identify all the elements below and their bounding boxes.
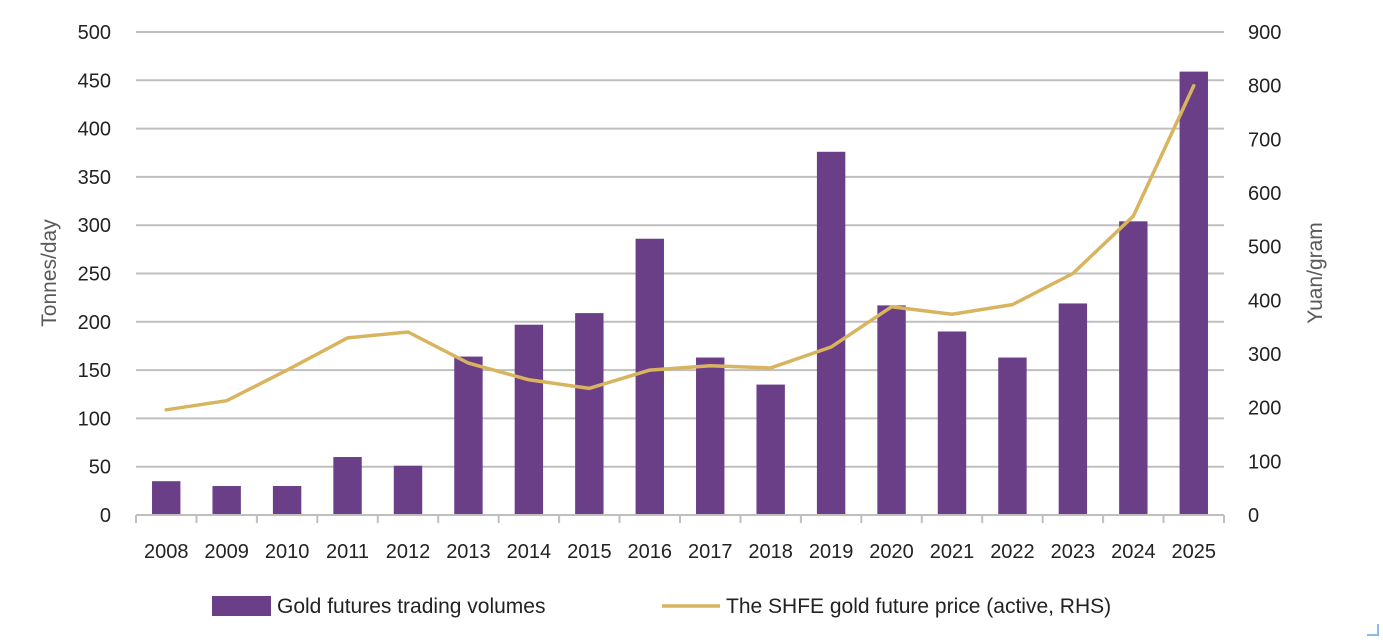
x-tick-label: 2010 [265, 541, 310, 563]
bar [152, 481, 181, 515]
bar [635, 238, 664, 515]
left-tick-label: 150 [78, 360, 111, 382]
right-tick-label: 800 [1248, 76, 1281, 98]
left-tick-label: 250 [78, 264, 111, 286]
x-tick-label: 2011 [326, 541, 369, 563]
bar [514, 324, 544, 515]
x-axis-ticks: 2008 2009 2010 2011 2012 2013 2014 2015 2016 2017… [144, 541, 1216, 563]
left-tick-label: 300 [78, 215, 111, 237]
x-tick-label: 2023 [1051, 541, 1096, 563]
bar [333, 457, 362, 515]
right-tick-label: 400 [1248, 290, 1281, 312]
price-line [164, 83, 1196, 412]
left-tick-label: 400 [78, 119, 111, 141]
x-tick-label: 2009 [204, 541, 249, 563]
x-axis [135, 514, 1225, 523]
x-tick-label: 2019 [809, 541, 854, 563]
bar [393, 465, 423, 515]
right-tick-label: 700 [1248, 129, 1281, 151]
x-tick-label: 2018 [748, 541, 793, 563]
right-tick-label: 0 [1248, 505, 1259, 527]
legend: Gold futures trading volumes The SHFE go… [212, 595, 1111, 618]
x-tick-label: 2021 [930, 541, 975, 563]
bar [696, 357, 725, 515]
left-axis-title: Tonnes/day [38, 219, 61, 327]
bar [212, 486, 241, 515]
bar-series [152, 71, 1208, 515]
gridlines [136, 31, 1224, 468]
right-tick-label: 600 [1248, 183, 1281, 205]
left-tick-label: 50 [89, 457, 111, 479]
right-tick-label: 900 [1248, 22, 1281, 44]
bar [454, 356, 483, 515]
bar [937, 331, 967, 515]
bar [816, 151, 846, 515]
legend-label-line: The SHFE gold future price (active, RHS) [726, 595, 1111, 618]
x-tick-label: 2012 [386, 541, 431, 563]
bar [756, 384, 785, 515]
left-tick-label: 200 [78, 312, 111, 334]
expand-corner-icon [1367, 624, 1379, 636]
bar [877, 305, 906, 515]
right-tick-label: 100 [1248, 451, 1281, 473]
right-tick-label: 300 [1248, 344, 1281, 366]
x-tick-label: 2024 [1111, 541, 1156, 563]
x-tick-label: 2014 [507, 541, 552, 563]
left-tick-label: 500 [78, 22, 111, 44]
bar [1179, 71, 1208, 515]
bar [575, 313, 604, 515]
left-axis-ticks: 0 50 100 150 200 250 300 350 400 450 500 [78, 22, 111, 527]
x-tick-label: 2022 [990, 541, 1035, 563]
x-tick-label: 2025 [1172, 541, 1217, 563]
bar [998, 357, 1027, 515]
x-tick-label: 2008 [144, 541, 189, 563]
right-axis-title: Yuan/gram [1304, 222, 1327, 324]
x-tick-label: 2017 [688, 541, 733, 563]
right-tick-label: 500 [1248, 237, 1281, 259]
right-axis-ticks: 0 100 200 300 400 500 600 700 800 900 [1248, 22, 1281, 527]
legend-swatch-bar [212, 596, 271, 616]
x-tick-label: 2015 [567, 541, 612, 563]
bar [1058, 303, 1088, 515]
bar [1119, 221, 1148, 515]
left-tick-label: 450 [78, 70, 111, 92]
x-tick-label: 2016 [628, 541, 673, 563]
x-tick-label: 2013 [446, 541, 491, 563]
legend-label-bar: Gold futures trading volumes [277, 595, 545, 618]
x-tick-label: 2020 [869, 541, 914, 563]
left-tick-label: 100 [78, 408, 111, 430]
line-series [164, 83, 1196, 412]
bar [272, 486, 302, 515]
left-tick-label: 0 [100, 505, 111, 527]
right-tick-label: 200 [1248, 398, 1281, 420]
left-tick-label: 350 [78, 167, 111, 189]
